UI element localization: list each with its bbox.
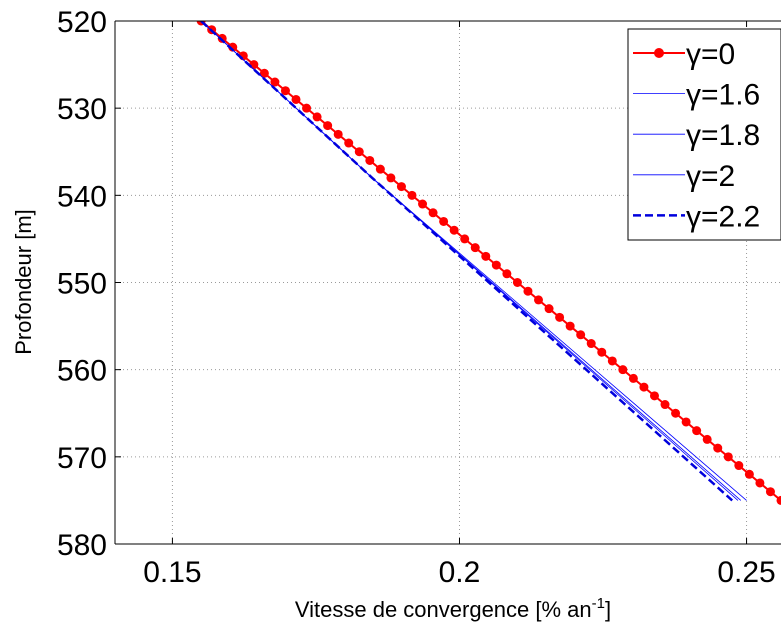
series-point-0 [280,86,290,96]
series-point-0 [702,434,712,444]
series-point-0 [502,269,512,279]
legend-label-0: γ=0 [686,38,735,71]
legend-label-2: γ=1.8 [686,119,760,152]
series-point-0 [291,94,301,104]
series-point-0 [302,103,312,113]
series-point-0 [375,164,385,174]
series-point-0 [555,312,565,322]
series-point-0 [344,138,354,148]
legend: γ=0 γ=1.6 γ=1.8 γ=2 γ=2.2 [627,28,781,241]
series-point-0 [428,208,438,218]
x-tick-label: 0.2 [439,556,481,589]
y-tick-label: 550 [57,268,107,301]
series-point-0 [259,68,269,78]
series-point-0 [396,182,406,192]
series-point-0 [649,391,659,401]
series-point-0 [660,400,670,410]
legend-marker-0 [654,48,664,58]
x-axis-label-close: ] [605,597,611,622]
series-point-0 [249,60,259,70]
series-point-0 [217,33,227,43]
ticks: 0.15 0.2 0.25 520 530 540 550 560 570 580 [57,6,776,589]
series-point-0 [439,216,449,226]
series-point-0 [418,199,428,209]
series-point-0 [491,260,501,270]
series-point-0 [407,190,417,200]
x-tick-label: 0.15 [143,556,201,589]
series-point-0 [586,339,596,349]
series-point-0 [671,408,681,418]
series-point-0 [628,373,638,383]
series-point-0 [386,173,396,183]
legend-label-3: γ=2 [686,160,735,193]
series-point-0 [755,478,765,488]
series-point-0 [776,495,781,505]
series-point-0 [512,278,522,287]
series-point-0 [470,243,480,253]
x-axis-label: Vitesse de convergence [% an-1] [295,595,611,622]
y-tick-label: 540 [57,180,107,213]
y-tick-label: 530 [57,93,107,126]
x-tick-label: 0.25 [717,556,775,589]
series-point-0 [765,487,775,497]
series-point-0 [523,286,533,296]
series-point-0 [323,121,333,131]
grid [115,21,781,544]
y-tick-label: 520 [57,6,107,39]
series-point-0 [681,417,691,427]
series-point-0 [607,356,617,366]
y-axis-label: Profondeur [m] [11,209,36,355]
series-point-0 [333,129,343,139]
series-point-0 [713,443,723,453]
legend-label-1: γ=1.6 [686,79,760,112]
series-point-0 [639,382,649,392]
series-point-0 [365,155,375,165]
series-point-0 [449,225,459,235]
series-point-0 [744,469,754,479]
x-axis-label-main: Vitesse de convergence [% an [295,597,592,622]
legend-label-4: γ=2.2 [686,200,760,233]
series-point-0 [534,295,544,305]
y-tick-label: 560 [57,355,107,388]
series-point-0 [544,304,554,314]
series-point-0 [618,365,628,375]
series-point-0 [734,461,744,471]
series-point-0 [597,347,607,357]
y-tick-label: 580 [57,529,107,562]
series-point-0 [354,147,364,157]
series-point-0 [692,426,702,436]
series-point-0 [270,77,280,87]
x-axis-label-superscript: -1 [592,595,605,612]
series-point-0 [565,321,575,331]
series-point-0 [481,251,491,261]
series-point-0 [576,330,586,340]
series-line-4 [200,21,734,502]
y-tick-label: 570 [57,442,107,475]
series-point-0 [312,112,322,122]
series-layer [196,21,781,505]
series-point-0 [723,452,733,462]
series-point-0 [460,234,470,244]
